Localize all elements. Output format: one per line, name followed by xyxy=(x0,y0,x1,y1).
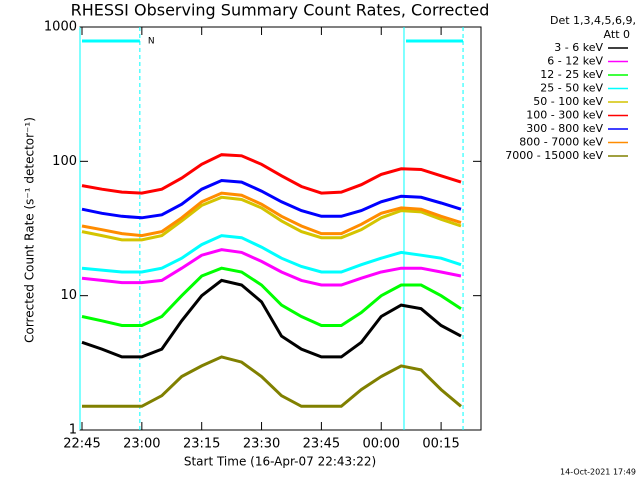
y-axis-label: Corrected Count Rate (s⁻¹ detector⁻¹) xyxy=(23,117,37,343)
y-tick-label: 10 xyxy=(60,288,77,303)
legend-label: 7000 - 15000 keV xyxy=(505,149,603,162)
y-tick-label: 1000 xyxy=(44,20,77,35)
series-line xyxy=(81,153,462,195)
legend-label: 800 - 7000 keV xyxy=(519,136,603,149)
legend-title: Det 1,3,4,5,6,9, xyxy=(550,14,636,27)
legend-label: 6 - 12 keV xyxy=(547,55,603,68)
series-line xyxy=(81,248,462,287)
legend-title: Att 0 xyxy=(604,28,630,41)
legend-label: 25 - 50 keV xyxy=(540,82,603,95)
x-tick-label: 22:45 xyxy=(63,437,100,452)
series-line xyxy=(81,178,462,220)
x-tick-label: 23:30 xyxy=(243,437,280,452)
legend-label: 3 - 6 keV xyxy=(554,41,603,54)
x-tick-label: 00:15 xyxy=(422,437,459,452)
y-tick-label: 100 xyxy=(52,154,77,169)
chart-title: RHESSI Observing Summary Count Rates, Co… xyxy=(71,1,490,20)
x-tick-label: 23:00 xyxy=(123,437,160,452)
series-line xyxy=(81,266,462,327)
y-tick-label: 1 xyxy=(69,423,77,438)
night-label: N xyxy=(148,37,155,47)
series-line xyxy=(81,195,462,242)
x-axis-label: Start Time (16-Apr-07 22:43:22) xyxy=(184,455,376,469)
x-tick-label: 23:45 xyxy=(303,437,340,452)
legend-label: 100 - 300 keV xyxy=(526,109,603,122)
footer: 14-Oct-2021 17:49 xyxy=(560,468,636,477)
x-tick-label: 00:00 xyxy=(363,437,400,452)
series-line xyxy=(81,278,462,359)
legend-label: 12 - 25 keV xyxy=(540,68,603,81)
series-line xyxy=(81,234,462,274)
series-line xyxy=(82,355,462,408)
legend-label: 50 - 100 keV xyxy=(533,95,603,108)
legend-label: 300 - 800 keV xyxy=(526,122,603,135)
series-line xyxy=(81,191,462,238)
x-tick-label: 23:15 xyxy=(183,437,220,452)
